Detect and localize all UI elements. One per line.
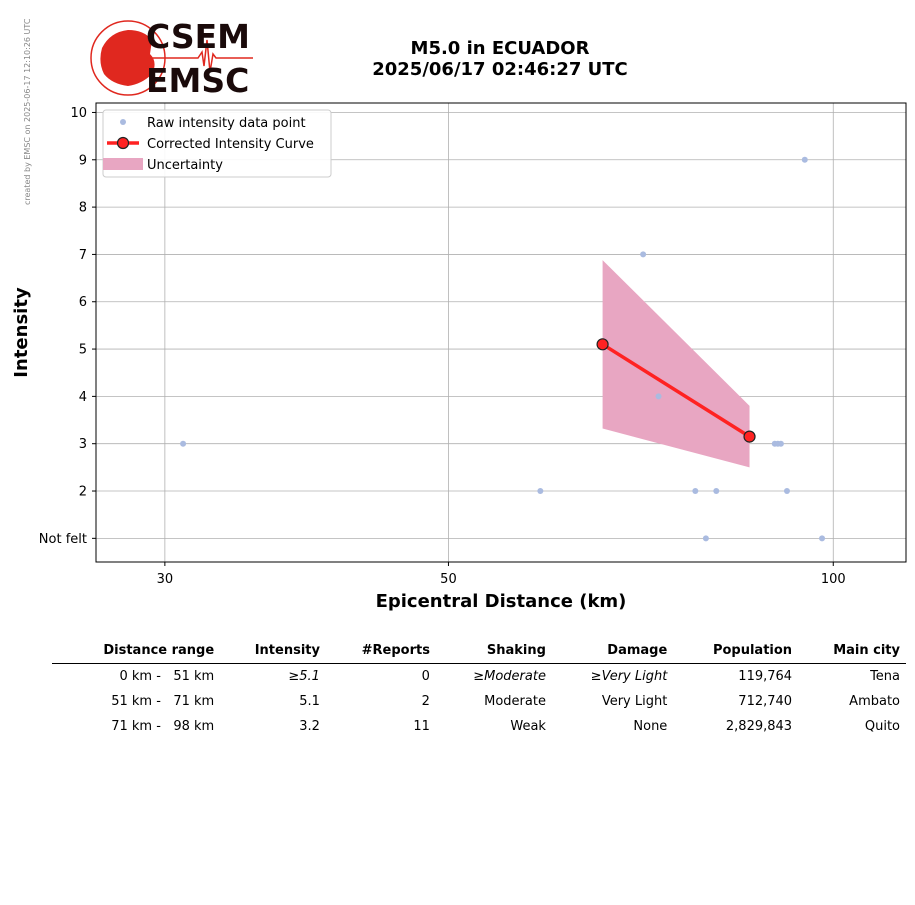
col-intensity: Intensity (220, 640, 326, 664)
plot-frame (95, 102, 907, 563)
logo-map (100, 30, 155, 86)
cell-reports: 2 (421, 694, 430, 709)
y-tick-label: 7 (79, 248, 87, 263)
cell-range: 71 km - 98 km (111, 719, 215, 734)
table-row: 51 km - 71 km 5.1 2 Moderate Very Light … (52, 689, 906, 714)
cell-shaking: Moderate (484, 694, 546, 709)
y-tick-label: 8 (79, 201, 87, 216)
y-tick-label: 2 (79, 485, 87, 500)
raw-data-point (713, 488, 720, 495)
cell-population: 2,829,843 (725, 719, 793, 734)
raw-data-point (702, 535, 709, 542)
table-row: 0 km - 51 km ≥5.1 0 ≥Moderate ≥Very Ligh… (52, 664, 906, 690)
y-tick-label: Not felt (39, 532, 87, 547)
table-row: 71 km - 98 km 3.2 11 Weak None 2,829,843… (52, 714, 906, 739)
legend-curve-label: Corrected Intensity Curve (147, 137, 314, 152)
cell-reports: 0 (421, 669, 430, 684)
emsc-logo: CSEM EMSC (90, 18, 253, 98)
chart-title: M5.0 in ECUADOR 2025/06/17 02:46:27 UTC (300, 38, 700, 80)
raw-data-point (640, 251, 647, 258)
x-tick-label: 30 (157, 572, 174, 587)
corrected-curve-line (601, 342, 751, 439)
col-population: Population (673, 640, 799, 664)
cell-reports: 11 (413, 719, 430, 734)
intensity-table: Distance range Intensity #Reports Shakin… (52, 640, 906, 739)
logo-emsc: EMSC (146, 61, 249, 98)
legend-curve-marker (116, 136, 130, 150)
raw-data-point (819, 535, 826, 542)
cell-intensity: ≥5.1 (288, 669, 320, 684)
col-damage: Damage (551, 640, 674, 664)
legend-raw-label: Raw intensity data point (147, 116, 306, 131)
logo-csem: CSEM (146, 18, 250, 56)
col-reports: #Reports (325, 640, 436, 664)
cell-city: Tena (870, 669, 900, 684)
legend-band-label: Uncertainty (147, 158, 223, 173)
intensity-chart: Not felt 2 3 4 5 6 7 8 9 10 30 50 100 Epicentral Dist… (11, 102, 907, 612)
y-tick-label: 3 (79, 437, 87, 452)
cell-intensity: 5.1 (299, 694, 320, 709)
y-tick-label: 10 (70, 106, 87, 121)
y-tick-label: 5 (79, 343, 87, 358)
cell-range: 0 km - 51 km (119, 669, 215, 684)
cell-city: Ambato (849, 694, 900, 709)
raw-data-point (537, 488, 544, 495)
cell-population: 712,740 (738, 694, 793, 709)
raw-data-point (655, 393, 662, 400)
raw-data-point (180, 440, 187, 447)
cell-city: Quito (864, 719, 900, 734)
y-tick-label: 9 (79, 153, 87, 168)
cell-population: 119,764 (738, 669, 793, 684)
col-shaking: Shaking (435, 640, 552, 664)
y-tick-label: 6 (79, 295, 87, 310)
corrected-curve-point (596, 338, 609, 351)
legend-box (102, 109, 332, 178)
raw-data-point (783, 488, 790, 495)
cell-damage: Very Light (601, 694, 668, 709)
raw-data-point (777, 440, 784, 447)
legend-band-swatch (103, 158, 143, 170)
cell-damage: None (633, 719, 668, 734)
y-axis-label: Intensity (11, 287, 32, 378)
raw-data-point (801, 156, 808, 163)
uncertainty-band (602, 260, 750, 468)
logo-seismogram (146, 39, 253, 73)
x-tick-label: 100 (821, 572, 846, 587)
cell-range: 51 km - 71 km (111, 694, 215, 709)
x-axis-label: Epicentral Distance (km) (376, 591, 627, 612)
col-main-city: Main city (798, 640, 906, 664)
chart-title-line2: 2025/06/17 02:46:27 UTC (372, 59, 628, 80)
col-distance-range: Distance range (52, 640, 221, 664)
raw-data-point (692, 488, 699, 495)
cell-damage: ≥Very Light (590, 669, 668, 684)
x-tick-label: 50 (440, 572, 457, 587)
legend-raw-marker (120, 119, 126, 125)
cell-shaking: Weak (510, 719, 546, 734)
table-header-row: Distance range Intensity #Reports Shakin… (52, 640, 906, 664)
y-tick-label: 4 (79, 390, 87, 405)
chart-title-line1: M5.0 in ECUADOR (410, 38, 590, 59)
cell-shaking: ≥Moderate (473, 669, 546, 684)
corrected-curve-point (743, 430, 756, 443)
cell-intensity: 3.2 (299, 719, 320, 734)
